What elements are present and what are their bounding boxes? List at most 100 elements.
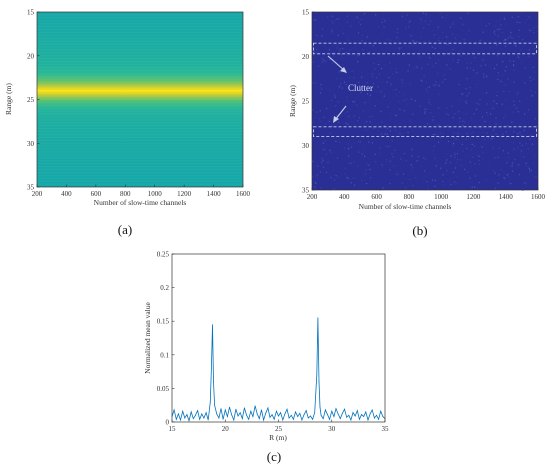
- panel-b-noise-speck: [525, 162, 527, 164]
- panel-b-noise-speck: [420, 49, 422, 52]
- panel-b-noise-speck: [360, 19, 362, 21]
- panel-b-noise-speck: [400, 47, 402, 49]
- panel-b-noise-speck: [361, 34, 363, 36]
- panel-c-data-point: [233, 419, 235, 421]
- panel-b-noise-speck: [439, 93, 441, 95]
- panel-b-noise-speck: [352, 101, 354, 103]
- panel-b-noise-speck: [381, 81, 383, 83]
- panel-c-x-tick-label: 35: [382, 425, 390, 433]
- panel-b-noise-speck: [369, 168, 371, 171]
- panel-b-noise-speck: [428, 86, 430, 88]
- panel-b-noise-speck: [420, 79, 422, 81]
- panel-b-noise-speck: [441, 81, 443, 83]
- panel-c: 15 20 25 30 35 0 0.05 0.1 0.15 0.2 0.25 R (m) Nor…: [143, 251, 389, 465]
- panel-b-noise-speck: [519, 132, 521, 134]
- panel-b-noise-speck: [386, 159, 388, 161]
- panel-b-noise-speck: [336, 18, 338, 20]
- panel-b-noise-speck: [433, 34, 435, 36]
- panel-b-noise-speck: [442, 132, 444, 134]
- panel-b-noise-speck: [508, 90, 510, 92]
- panel-b-noise-speck: [322, 28, 324, 30]
- panel-b-noise-speck: [466, 95, 468, 97]
- panel-b-noise-speck: [431, 93, 433, 95]
- panel-b-noise-speck: [395, 115, 397, 117]
- panel-b-noise-speck: [339, 141, 341, 143]
- panel-b-noise-speck: [465, 102, 467, 104]
- panel-b-noise-speck: [315, 182, 317, 184]
- panel-b-noise-speck: [516, 94, 518, 96]
- panel-b-noise-speck: [482, 124, 484, 126]
- panel-b-noise-speck: [361, 76, 363, 78]
- panel-b-noise-speck: [340, 71, 343, 73]
- panel-b-noise-speck: [330, 99, 332, 101]
- panel-b-noise-speck: [336, 157, 339, 159]
- panel-b-noise-speck: [363, 13, 366, 15]
- panel-b-noise-speck: [408, 178, 411, 181]
- panel-b-noise-speck: [334, 94, 336, 96]
- panel-b-noise-speck: [531, 78, 533, 80]
- panel-b-noise-speck: [372, 76, 374, 78]
- panel-b-noise-speck: [420, 36, 422, 39]
- panel-b-noise-speck: [415, 177, 417, 179]
- panel-b-noise-speck: [347, 39, 349, 41]
- panel-b-noise-speck: [420, 52, 422, 54]
- panel-b-noise-speck: [344, 167, 346, 169]
- panel-b-noise-speck: [482, 31, 484, 33]
- panel-b-noise-speck: [321, 158, 323, 160]
- panel-b-noise-speck: [428, 24, 430, 26]
- panel-b-noise-speck: [513, 81, 515, 83]
- panel-b-noise-speck: [383, 12, 385, 14]
- panel-b-noise-speck: [438, 85, 440, 87]
- panel-b-noise-speck: [513, 34, 516, 36]
- panel-b-noise-speck: [531, 95, 533, 97]
- panel-b-noise-speck: [518, 174, 521, 176]
- panel-b-noise-speck: [314, 186, 316, 188]
- panel-b-noise-speck: [439, 83, 441, 85]
- panel-b-noise-speck: [396, 37, 398, 39]
- panel-b-noise-speck: [373, 83, 375, 85]
- panel-b-noise-speck: [338, 86, 341, 88]
- panel-b-noise-speck: [402, 173, 405, 175]
- panel-b-noise-speck: [475, 109, 477, 111]
- panel-b-noise-speck: [462, 120, 464, 122]
- panel-b-noise-speck: [383, 95, 385, 97]
- panel-b-heatmap: [312, 12, 538, 190]
- panel-b-noise-speck: [403, 93, 405, 95]
- panel-b-noise-speck: [395, 94, 397, 96]
- panel-b-noise-speck: [363, 146, 365, 148]
- panel-c-data-point: [299, 412, 301, 414]
- panel-b-noise-speck: [451, 140, 453, 142]
- panel-b-noise-speck: [465, 88, 467, 90]
- panel-b-noise-speck: [421, 21, 423, 23]
- panel-b-noise-speck: [344, 173, 346, 175]
- panel-c-plot-area: [172, 254, 385, 422]
- panel-c-data-point: [199, 418, 201, 420]
- panel-b-x-tick-label: 1200: [466, 193, 481, 201]
- panel-b-noise-speck: [372, 44, 374, 47]
- panel-b-noise-speck: [438, 106, 440, 109]
- panel-b-noise-speck: [331, 29, 333, 31]
- panel-b-noise-speck: [403, 94, 405, 96]
- panel-b-noise-speck: [314, 82, 316, 84]
- panel-b-noise-speck: [438, 37, 440, 39]
- panel-b-noise-speck: [439, 136, 442, 138]
- panel-b-noise-speck: [431, 179, 434, 181]
- panel-a-x-tick-label: 1000: [148, 190, 163, 198]
- panel-b-noise-speck: [446, 107, 448, 109]
- panel-b-noise-speck: [433, 137, 435, 139]
- panel-b-noise-speck: [456, 159, 458, 161]
- panel-c-data-point: [297, 416, 299, 417]
- panel-a-x-tick-label: 1600: [236, 190, 251, 198]
- panel-b-noise-speck: [422, 12, 424, 14]
- panel-b-noise-speck: [469, 87, 471, 89]
- panel-a: 200 400 600 800 1000 1200 1400 1600 1520253035 …: [4, 9, 251, 238]
- panel-b-noise-speck: [411, 98, 413, 100]
- panel-b-noise-speck: [493, 32, 495, 34]
- panel-b-noise-speck: [503, 117, 505, 119]
- panel-b-noise-speck: [380, 60, 382, 62]
- panel-b-noise-speck: [468, 30, 470, 32]
- panel-b-noise-speck: [436, 72, 439, 74]
- panel-b-noise-speck: [460, 165, 462, 167]
- panel-c-data-point: [329, 418, 330, 420]
- panel-b-noise-speck: [407, 131, 409, 134]
